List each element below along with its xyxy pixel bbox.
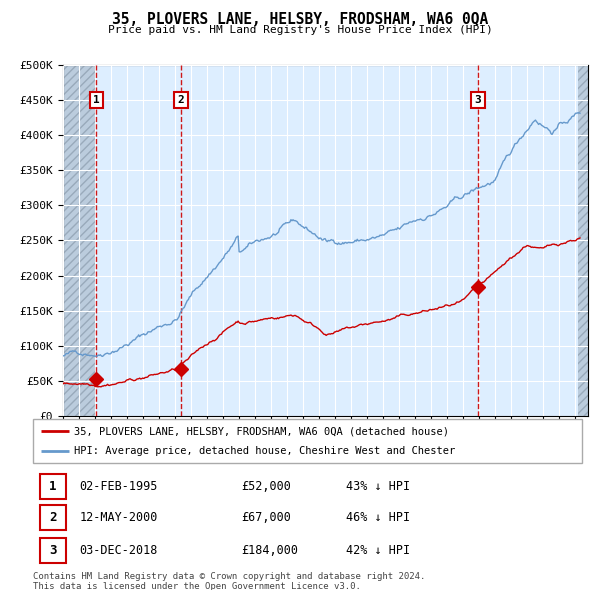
Text: 46% ↓ HPI: 46% ↓ HPI (346, 511, 410, 525)
FancyBboxPatch shape (40, 538, 66, 563)
Text: 2: 2 (49, 511, 56, 525)
Text: Contains HM Land Registry data © Crown copyright and database right 2024.: Contains HM Land Registry data © Crown c… (33, 572, 425, 581)
Text: 42% ↓ HPI: 42% ↓ HPI (346, 544, 410, 558)
Text: £184,000: £184,000 (242, 544, 299, 558)
Text: Price paid vs. HM Land Registry's House Price Index (HPI): Price paid vs. HM Land Registry's House … (107, 25, 493, 35)
Text: 02-FEB-1995: 02-FEB-1995 (80, 480, 158, 493)
Bar (578, 65, 588, 416)
Text: 35, PLOVERS LANE, HELSBY, FRODSHAM, WA6 0QA (detached house): 35, PLOVERS LANE, HELSBY, FRODSHAM, WA6 … (74, 427, 449, 436)
Text: 35, PLOVERS LANE, HELSBY, FRODSHAM, WA6 0QA: 35, PLOVERS LANE, HELSBY, FRODSHAM, WA6 … (112, 12, 488, 27)
Bar (63, 65, 97, 416)
Text: 3: 3 (49, 544, 56, 558)
Text: 3: 3 (475, 95, 481, 105)
Text: HPI: Average price, detached house, Cheshire West and Chester: HPI: Average price, detached house, Ches… (74, 446, 455, 455)
FancyBboxPatch shape (40, 505, 66, 530)
Text: £67,000: £67,000 (242, 511, 292, 525)
Text: 12-MAY-2000: 12-MAY-2000 (80, 511, 158, 525)
Text: 2: 2 (178, 95, 184, 105)
Text: This data is licensed under the Open Government Licence v3.0.: This data is licensed under the Open Gov… (33, 582, 361, 590)
Text: 1: 1 (93, 95, 100, 105)
Text: 1: 1 (49, 480, 56, 493)
FancyBboxPatch shape (33, 419, 582, 463)
FancyBboxPatch shape (40, 474, 66, 499)
Bar (63, 65, 97, 416)
Bar (578, 65, 588, 416)
Text: 03-DEC-2018: 03-DEC-2018 (80, 544, 158, 558)
Text: £52,000: £52,000 (242, 480, 292, 493)
Text: 43% ↓ HPI: 43% ↓ HPI (346, 480, 410, 493)
